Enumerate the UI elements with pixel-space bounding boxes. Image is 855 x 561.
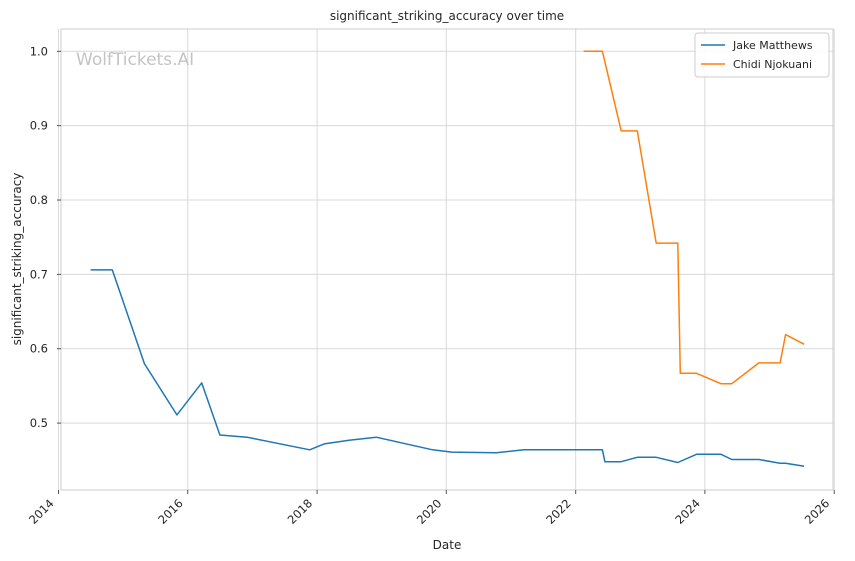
series-lines: [90, 50, 805, 467]
y-axis-ticks: 0.5 0.6 0.7 0.8 0.9 1.0: [30, 44, 61, 430]
plot-area: [60, 28, 834, 491]
legend-box: [694, 32, 830, 78]
series-line-chidi-njokuani: [583, 50, 805, 385]
y-axis-label: significant_striking_accuracy: [10, 173, 24, 346]
legend: Jake Matthews Chidi Njokuani: [694, 32, 830, 78]
y-tick-label: 0.6: [30, 342, 48, 356]
x-axis-label: Date: [433, 538, 462, 552]
legend-label: Chidi Njokuani: [733, 58, 812, 71]
series-line-jake-matthews: [90, 269, 805, 467]
y-tick-label: 0.9: [30, 119, 48, 133]
y-tick-label: 1.0: [30, 44, 48, 58]
y-tick-label: 0.7: [30, 267, 48, 281]
chart-title: significant_striking_accuracy over time: [330, 9, 564, 23]
y-tick-label: 0.8: [30, 193, 48, 207]
watermark: WolfTickets.AI: [76, 50, 194, 70]
legend-label: Jake Matthews: [732, 39, 813, 52]
y-tick-label: 0.5: [30, 416, 48, 430]
